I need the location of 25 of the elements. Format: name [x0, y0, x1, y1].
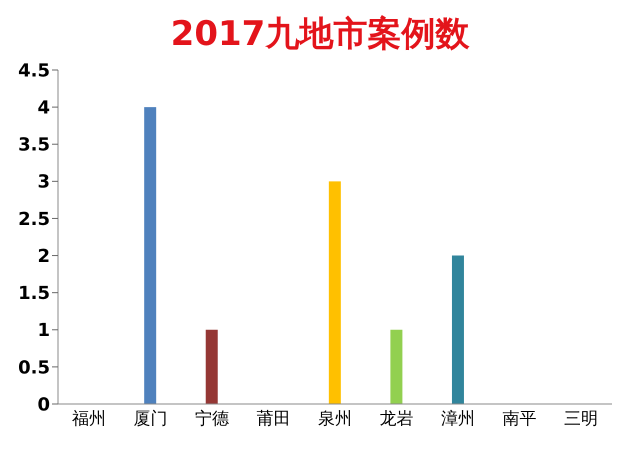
- bar: [144, 107, 156, 404]
- x-tick-label: 泉州: [318, 409, 352, 430]
- chart-title: 2017九地市案例数: [170, 13, 470, 56]
- y-tick-label: 2: [37, 246, 50, 267]
- y-tick-label: 4: [37, 98, 50, 118]
- bar: [390, 330, 402, 404]
- bar: [452, 256, 464, 404]
- bar: [206, 330, 218, 404]
- y-tick-label: 0: [37, 394, 50, 416]
- x-tick-label: 三明: [564, 409, 598, 430]
- y-tick-label: 3.5: [18, 134, 50, 156]
- x-tick-label: 厦门: [133, 409, 168, 430]
- y-tick-label: 2.5: [18, 208, 50, 230]
- x-tick-label: 福州: [72, 409, 106, 430]
- y-tick-label: 4.5: [18, 60, 50, 82]
- bar: [328, 181, 341, 404]
- x-tick-label: 龙岩: [380, 409, 414, 430]
- x-tick-label: 南平: [502, 409, 537, 430]
- y-tick-label: 1: [37, 320, 50, 342]
- x-tick-label: 漳州: [441, 409, 476, 430]
- y-tick-label: 3: [37, 172, 50, 193]
- y-tick-label: 1.5: [18, 283, 50, 304]
- x-tick-label: 莆田: [256, 409, 290, 430]
- y-tick-label: 0.5: [18, 357, 50, 378]
- x-tick-label: 宁德: [194, 409, 229, 430]
